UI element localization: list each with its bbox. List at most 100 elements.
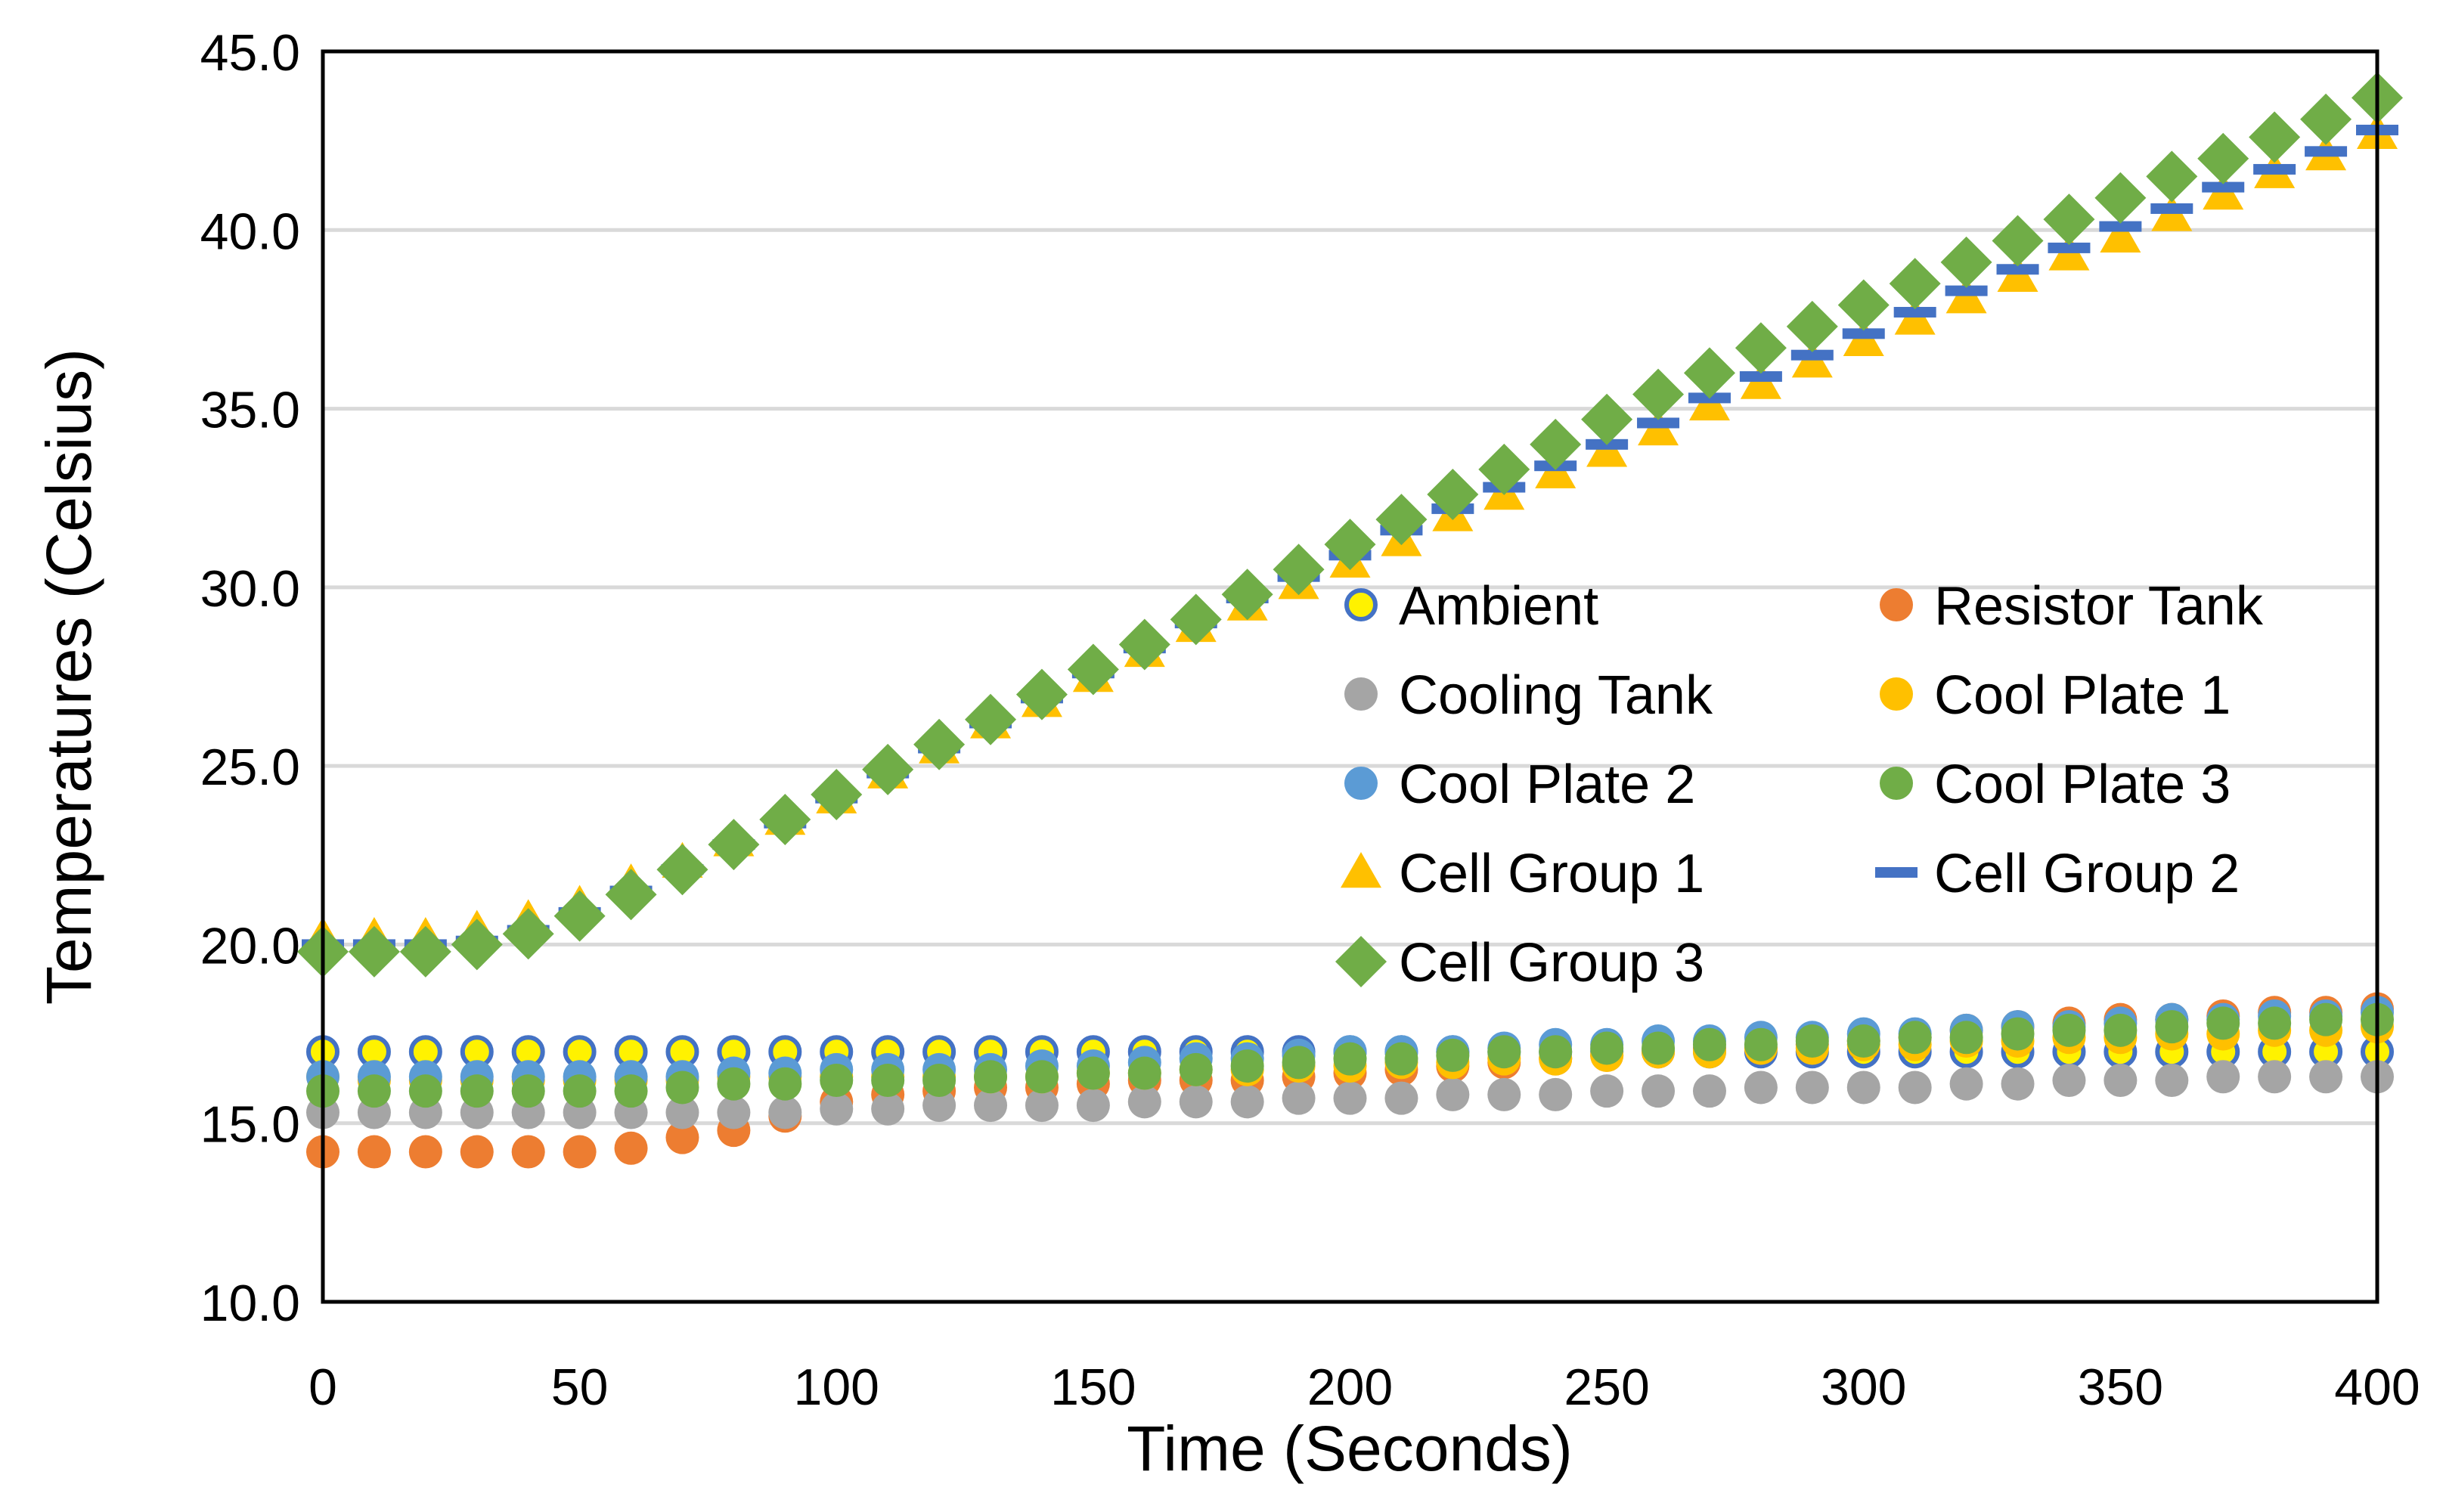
series-cooling-tank <box>306 1060 2394 1129</box>
data-point <box>1375 494 1428 546</box>
data-point <box>1949 1021 1983 1055</box>
data-point <box>811 768 863 820</box>
data-point <box>1893 306 1936 318</box>
data-point <box>460 1135 494 1169</box>
data-point <box>1324 519 1376 571</box>
data-point <box>965 693 1017 745</box>
series-layer <box>297 72 2403 1169</box>
data-point <box>1333 1081 1367 1115</box>
data-point <box>1692 1074 1726 1108</box>
y-tick-label: 35.0 <box>200 382 300 439</box>
data-point <box>2094 172 2147 224</box>
data-point <box>357 1074 391 1108</box>
data-point <box>1384 1042 1418 1076</box>
legend-marker <box>1344 588 1378 621</box>
data-point <box>348 925 400 978</box>
data-point <box>460 1074 494 1108</box>
y-axis-tick-labels: 10.0 15.0 20.0 25.0 30.0 35.0 40.0 45.0 <box>200 24 300 1332</box>
legend-item: Cool Plate 1 <box>1880 665 2231 726</box>
data-point <box>1067 643 1119 696</box>
data-point <box>2305 146 2348 157</box>
data-point <box>2197 132 2249 184</box>
data-point <box>2258 1006 2292 1040</box>
data-point <box>1846 1024 1880 1058</box>
data-point <box>1333 1042 1367 1076</box>
data-point <box>768 1067 802 1101</box>
data-point <box>2099 221 2142 232</box>
data-point <box>1487 1035 1521 1069</box>
data-point <box>1744 1070 1778 1105</box>
data-point <box>1436 1038 1470 1072</box>
data-point <box>614 1074 648 1108</box>
data-point <box>2206 1006 2240 1040</box>
data-point <box>1127 1085 1161 1119</box>
data-point <box>1790 349 1834 361</box>
data-point <box>2104 1064 2138 1098</box>
data-point <box>2155 1064 2189 1098</box>
data-point <box>2052 1064 2086 1098</box>
legend-item: Cool Plate 2 <box>1344 754 1695 815</box>
y-tick-label: 15.0 <box>200 1096 300 1154</box>
data-point <box>913 718 966 770</box>
data-point <box>871 1092 905 1126</box>
data-point <box>1282 1081 1316 1115</box>
data-point <box>1076 1089 1110 1123</box>
data-point <box>408 1074 442 1108</box>
legend-item: Cool Plate 3 <box>1880 754 2231 815</box>
data-point <box>2309 1060 2343 1094</box>
legend-marker <box>1880 767 1913 800</box>
data-point <box>1637 417 1680 429</box>
data-point <box>1539 1077 1573 1111</box>
data-point <box>1590 1074 1624 1108</box>
data-point <box>1590 1031 1624 1065</box>
data-point <box>2258 1060 2292 1094</box>
data-point <box>2206 1060 2240 1094</box>
x-tick-label: 50 <box>551 1359 609 1416</box>
data-point <box>1179 1052 1213 1086</box>
data-point <box>451 919 503 971</box>
data-point <box>1230 1085 1264 1119</box>
data-point <box>1581 393 1633 445</box>
data-point <box>553 890 606 942</box>
x-tick-label: 100 <box>794 1359 879 1416</box>
data-point <box>1692 1027 1726 1061</box>
data-point <box>1487 1077 1521 1111</box>
data-point <box>759 794 811 846</box>
data-point <box>563 1074 597 1108</box>
data-point <box>665 1070 699 1105</box>
series-cool-plate-3 <box>306 1002 2394 1108</box>
data-point <box>2001 1067 2035 1101</box>
legend-label: Cell Group 1 <box>1399 844 1704 904</box>
y-tick-label: 45.0 <box>200 24 300 82</box>
data-point <box>1170 593 1222 646</box>
data-point <box>1744 1027 1778 1061</box>
x-axis-title: Time (Seconds) <box>1127 1413 1573 1484</box>
data-point <box>502 908 554 960</box>
data-point <box>563 1135 597 1169</box>
data-point <box>2150 203 2193 214</box>
data-point <box>1683 347 1735 399</box>
data-point <box>1945 285 1988 296</box>
y-tick-label: 30.0 <box>200 560 300 618</box>
data-point <box>2249 111 2301 163</box>
data-point <box>1786 300 1838 352</box>
data-point <box>1735 322 1787 374</box>
legend-label: Cool Plate 3 <box>1934 754 2231 815</box>
x-tick-label: 400 <box>2334 1359 2420 1416</box>
x-tick-label: 150 <box>1050 1359 1136 1416</box>
legend-label: Cooling Tank <box>1399 665 1713 726</box>
y-tick-label: 40.0 <box>200 203 300 260</box>
legend-label: Ambient <box>1399 576 1598 637</box>
data-point <box>656 844 708 896</box>
data-point <box>1025 1060 1059 1094</box>
data-point <box>2146 150 2198 203</box>
data-point <box>1282 1046 1316 1080</box>
legend-label: Cell Group 2 <box>1934 844 2240 904</box>
data-point <box>1025 1089 1059 1123</box>
series-cell-group-3 <box>297 72 2403 978</box>
legend-item: Ambient <box>1344 576 1598 637</box>
data-point <box>871 1064 905 1098</box>
legend-label: Cool Plate 2 <box>1399 754 1695 815</box>
legend-marker <box>1341 852 1381 888</box>
